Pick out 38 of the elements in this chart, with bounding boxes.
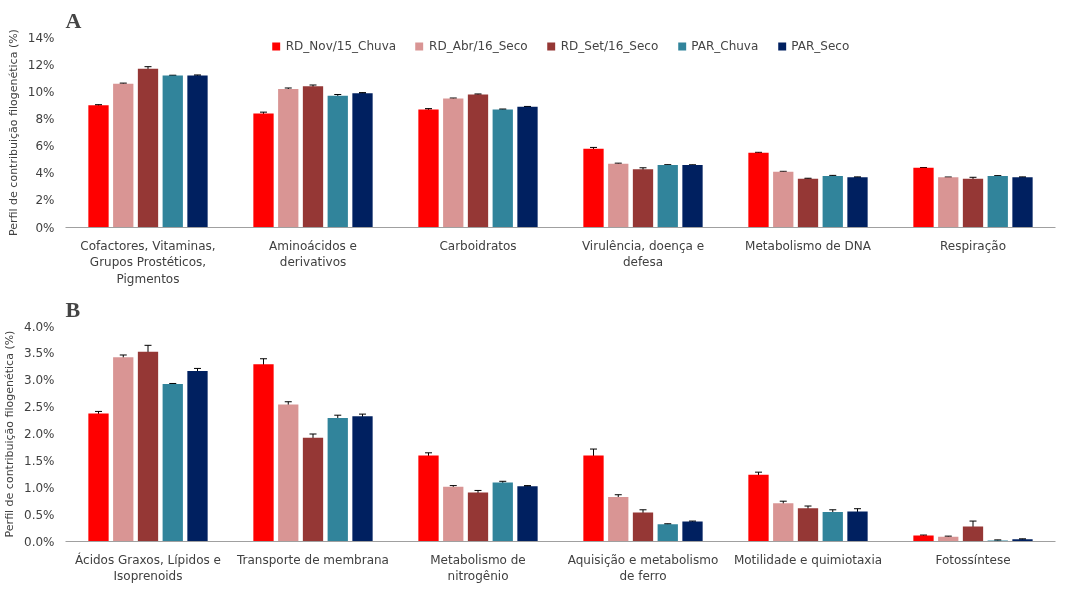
y-tick-label: 0.0% xyxy=(24,534,55,549)
legend-label: PAR_Chuva xyxy=(691,39,759,53)
x-tick-label: Fotossíntese xyxy=(935,552,1011,567)
y-tick-label: 0.5% xyxy=(24,507,55,522)
y-axis-title: Perfil de contribuição filogenética (%) xyxy=(3,330,17,538)
x-tick-label: Ácidos Graxos, Lípidos e Isoprenoids xyxy=(75,551,221,584)
y-tick-label: 6% xyxy=(35,139,55,154)
y-tick-label: 8% xyxy=(35,111,55,126)
x-tick-label: Metabolismo de nitrogênio xyxy=(430,552,526,584)
x-tick-label: Motilidade e quimiotaxia xyxy=(733,552,883,567)
legend-label: RD_Nov/15_Chuva xyxy=(285,39,397,53)
legend-label: PAR_Seco xyxy=(791,39,850,53)
y-tick-label: 2.0% xyxy=(24,427,55,441)
y-tick-label: 3.0% xyxy=(24,373,55,388)
chart-title: A xyxy=(65,7,82,33)
chart-title: B xyxy=(65,296,81,322)
x-tick-label: Cofactores, Vitaminas, Grupos Prostéticos, Pigmentos xyxy=(80,238,216,287)
y-tick-label: 2% xyxy=(35,193,55,208)
y-tick-label: 4% xyxy=(35,166,55,181)
y-tick-label: 12% xyxy=(27,57,55,72)
x-tick-label: Aminoácidos e derivativos xyxy=(269,238,357,270)
y-axis-title: Perfil de contribuição filogenética (%) xyxy=(6,29,20,236)
y-tick-label: 3.5% xyxy=(24,346,55,361)
y-tick-label: 10% xyxy=(27,84,55,99)
legend-label: RD_Set/16_Seco xyxy=(560,39,659,53)
legend-label: RD_Abr/16_Seco xyxy=(429,39,528,53)
x-tick-label: Carboidratos xyxy=(439,238,517,253)
x-tick-label: Transporte de membrana xyxy=(236,552,389,567)
x-tick-label: Aquisição e metabolismo de ferro xyxy=(567,552,719,584)
y-tick-label: 2.5% xyxy=(24,400,55,415)
y-tick-label: 4.0% xyxy=(24,319,55,334)
x-tick-label: Metabolismo de DNA xyxy=(745,238,872,253)
y-tick-label: 1.5% xyxy=(24,453,55,468)
y-tick-label: 14% xyxy=(27,30,55,45)
y-tick-label: 0% xyxy=(35,220,55,235)
y-tick-label: 1.0% xyxy=(24,480,55,495)
x-tick-label: Respiração xyxy=(940,238,1006,253)
x-tick-label: Virulência, doença e defesa xyxy=(581,238,705,270)
